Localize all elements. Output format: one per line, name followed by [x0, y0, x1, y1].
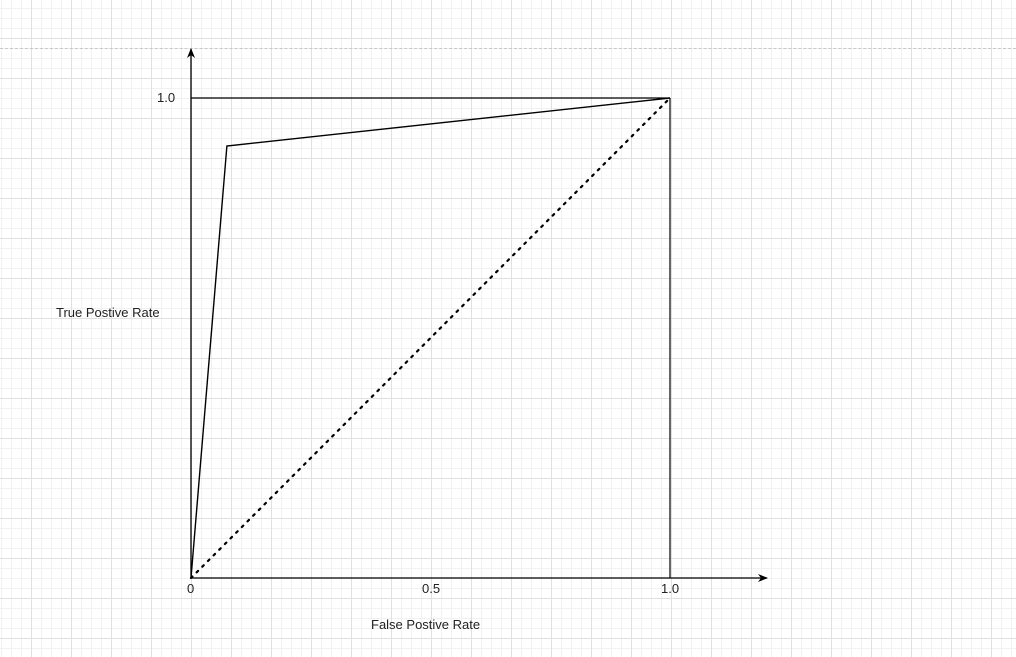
x-tick-label: 1.0 — [661, 581, 680, 596]
page-break-line — [0, 48, 1016, 49]
roc-curve-line — [190, 97, 671, 579]
y-tick-label: 1.0 — [157, 90, 176, 105]
random-classifier-diagonal-line — [189, 96, 672, 580]
x-tick-label: 0.5 — [422, 581, 441, 596]
x-axis-label: False Postive Rate — [371, 617, 481, 632]
x-tick-label: 0 — [187, 581, 195, 596]
y-axis-label: True Postive Rate — [56, 305, 160, 320]
